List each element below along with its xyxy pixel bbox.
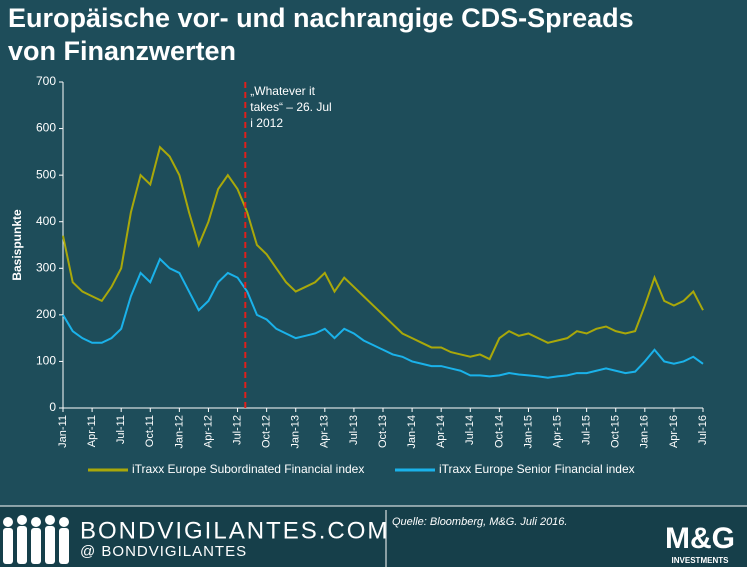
footer-handle: @ BONDVIGILANTES [80,543,247,560]
legend-label: iTraxx Europe Subordinated Financial ind… [132,462,364,476]
x-tick-label: Apr-11 [86,415,98,447]
x-tick-label: Jan-15 [522,415,534,449]
x-tick-label: Jan-11 [57,415,69,448]
logo: M&G [665,522,735,555]
y-tick-label: 400 [36,214,56,228]
legend-label: iTraxx Europe Senior Financial index [439,462,635,476]
x-tick-label: Oct-12 [261,415,273,448]
x-tick-label: Jan-14 [406,415,418,449]
x-tick-label: Oct-11 [144,415,156,447]
x-tick-label: Jul-13 [348,415,360,445]
x-tick-label: Jul-14 [464,415,476,445]
x-tick-label: Jul-12 [231,415,243,445]
x-tick-label: Oct-14 [493,415,505,448]
x-tick-label: Apr-12 [202,415,214,448]
annotation: „Whatever it takes“ – 26. Jul i 2012 [250,84,331,130]
footer-source: Quelle: Bloomberg, M&G. Juli 2016. [392,516,567,528]
x-tick-label: Apr-14 [435,415,447,448]
x-tick-label: Jul-15 [581,415,593,445]
y-tick-label: 300 [36,260,56,274]
chart-title: von Finanzwerten [8,36,236,66]
x-tick-label: Jul-16 [697,415,709,445]
footer-site: BONDVIGILANTES.COM [80,517,389,544]
x-tick-label: Oct-13 [377,415,389,448]
footer [0,506,747,567]
x-tick-label: Jan-16 [639,415,651,449]
x-tick-label: Jan-13 [290,415,302,449]
x-tick-label: Jul-11 [115,415,127,444]
y-tick-label: 200 [36,307,56,321]
y-axis-label: Basispunkte [10,209,24,281]
y-tick-label: 0 [49,400,56,414]
series-line [62,145,704,361]
y-tick-label: 500 [36,167,56,181]
logo-sub: INVESTMENTS [672,556,730,565]
x-tick-label: Apr-15 [551,415,563,448]
x-tick-label: Oct-15 [610,415,622,448]
chart-title: Europäische vor- und nachrangige CDS-Spr… [8,3,634,33]
series-line [62,257,704,379]
x-tick-label: Jan-12 [173,415,185,449]
x-tick-label: Apr-13 [319,415,331,448]
y-tick-label: 600 [36,121,56,135]
x-tick-label: Apr-16 [668,415,680,448]
y-tick-label: 700 [36,74,56,88]
silhouettes [3,515,69,564]
y-tick-label: 100 [36,354,56,368]
